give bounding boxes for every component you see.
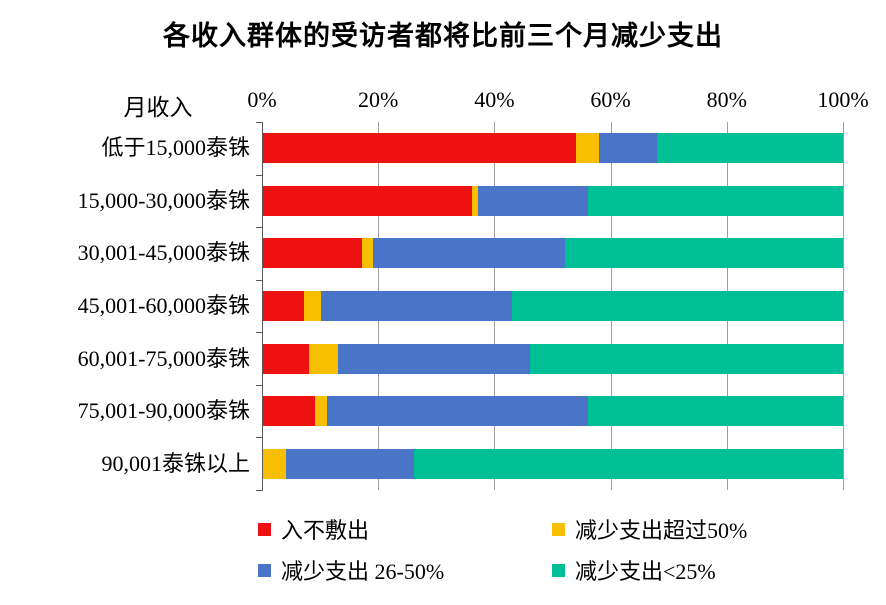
x-tick-label: 0% bbox=[247, 87, 277, 112]
legend-label: 减少支出 26-50% bbox=[281, 559, 445, 584]
gridline bbox=[843, 122, 844, 490]
bar-row bbox=[263, 185, 843, 216]
bar-row bbox=[263, 238, 843, 269]
y-axis-tick bbox=[256, 122, 263, 123]
legend-item: 减少支出<25% bbox=[552, 554, 716, 586]
bar-row bbox=[263, 291, 843, 321]
bar-segment bbox=[326, 396, 588, 427]
bar-segment bbox=[587, 185, 843, 216]
x-tick-label: 80% bbox=[706, 87, 747, 112]
bar-segment bbox=[263, 448, 287, 479]
bar-segment bbox=[263, 238, 362, 269]
bar-segment bbox=[413, 448, 843, 479]
y-axis-tick bbox=[256, 385, 263, 386]
chart-title: 各收入群体的受访者都将比前三个月减少支出 bbox=[163, 21, 723, 51]
bar-segment bbox=[309, 343, 339, 374]
bar-segment bbox=[338, 343, 530, 374]
category-label: 低于15,000泰铢 bbox=[101, 135, 250, 161]
bar-row bbox=[263, 343, 843, 374]
bar-segment bbox=[477, 185, 588, 216]
bar-segment bbox=[564, 238, 843, 269]
category-label: 90,001泰铢以上 bbox=[101, 450, 250, 476]
bar-segment bbox=[373, 238, 565, 269]
category-label: 75,001-90,000泰铢 bbox=[77, 398, 250, 424]
x-tick-label: 20% bbox=[358, 87, 399, 112]
category-label: 45,001-60,000泰铢 bbox=[77, 293, 250, 318]
bar-row bbox=[263, 396, 843, 427]
bar-segment bbox=[657, 133, 843, 164]
plot-area bbox=[256, 122, 844, 491]
bar-row bbox=[263, 133, 843, 164]
bar-segment bbox=[529, 343, 843, 374]
legend-label: 入不敷出 bbox=[281, 518, 370, 543]
bar-segment bbox=[576, 133, 600, 164]
bar-segment bbox=[315, 396, 327, 427]
bar-segment bbox=[263, 185, 472, 216]
bar-segment bbox=[263, 291, 304, 321]
x-tick-label: 60% bbox=[590, 87, 631, 112]
bar-segment bbox=[263, 133, 577, 164]
legend-item: 减少支出超过50% bbox=[552, 513, 747, 545]
y-axis-tick bbox=[256, 490, 263, 491]
bar-segment bbox=[587, 396, 843, 427]
legend-item: 减少支出 26-50% bbox=[258, 554, 444, 586]
bar-segment bbox=[361, 238, 374, 269]
bar-segment bbox=[263, 396, 316, 427]
legend-swatch-icon bbox=[552, 522, 565, 536]
bar-segment bbox=[599, 133, 658, 164]
bar-segment bbox=[512, 291, 843, 321]
category-label: 60,001-75,000泰铢 bbox=[77, 345, 250, 371]
legend-swatch-icon bbox=[258, 563, 271, 577]
legend-swatch-icon bbox=[552, 563, 565, 577]
bar-segment bbox=[286, 448, 414, 479]
legend-label: 减少支出<25% bbox=[575, 559, 716, 584]
y-axis-tick bbox=[256, 280, 263, 281]
legend-swatch-icon bbox=[258, 522, 271, 536]
y-axis-tick bbox=[256, 332, 263, 333]
category-label: 30,001-45,000泰铢 bbox=[77, 240, 250, 266]
x-tick-label: 100% bbox=[817, 87, 869, 112]
bar-segment bbox=[263, 343, 310, 374]
y-axis-tick bbox=[256, 175, 263, 176]
bar-segment bbox=[320, 291, 513, 321]
category-label: 15,000-30,000泰铢 bbox=[77, 187, 250, 213]
bar-row bbox=[263, 448, 843, 479]
y-axis-label: 月收入 bbox=[123, 95, 193, 120]
y-axis-tick bbox=[256, 227, 263, 228]
bar-segment bbox=[471, 185, 478, 216]
y-axis-tick bbox=[256, 437, 263, 438]
x-tick-label: 40% bbox=[474, 87, 515, 112]
legend-label: 减少支出超过50% bbox=[575, 518, 748, 543]
legend-item: 入不敷出 bbox=[258, 513, 369, 545]
bar-segment bbox=[303, 291, 321, 321]
